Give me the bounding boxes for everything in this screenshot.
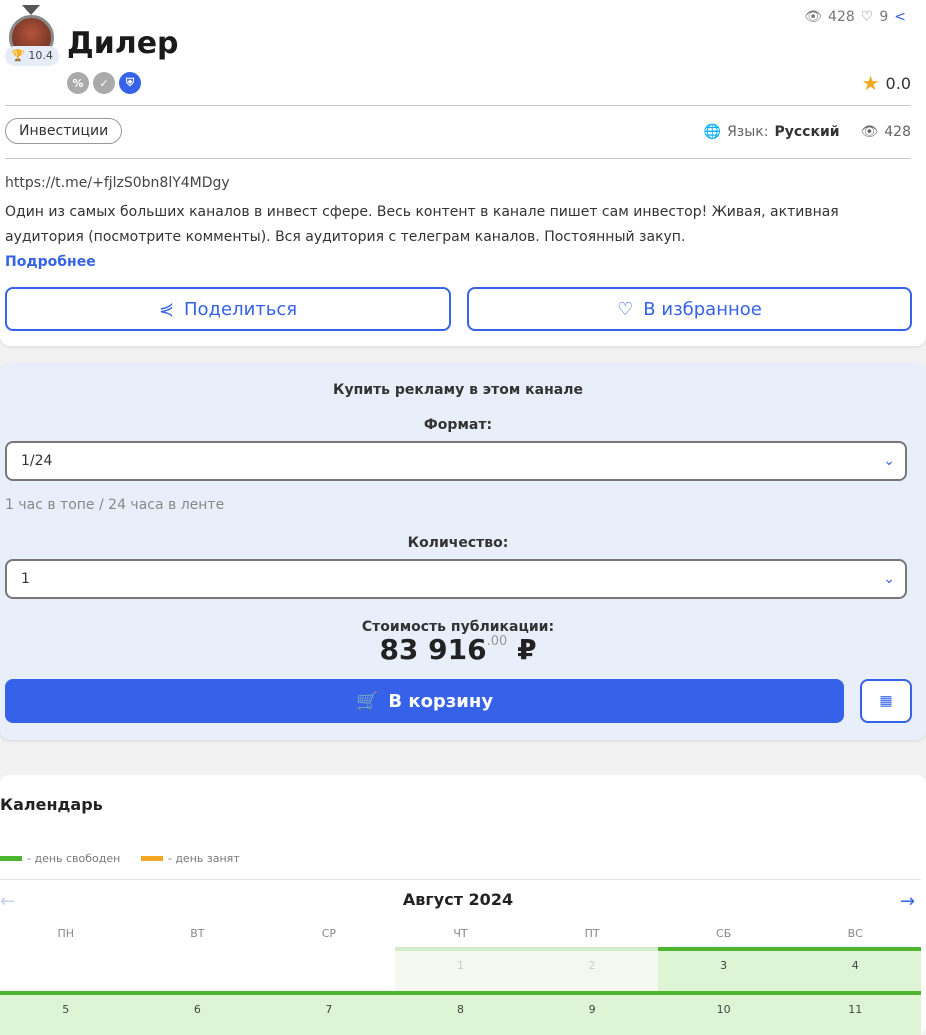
cart-label: В корзину	[388, 690, 494, 712]
qr-code-icon: ▦	[879, 693, 893, 709]
weekday-header: ВТ	[190, 927, 205, 940]
price-cents: .00	[486, 634, 508, 649]
likes-count: 9	[879, 9, 889, 25]
calendar-grid: ПН ВТ СР ЧТ ПТ СБ ВС 1 2 3 4 5 6 7 8 9 10 11	[0, 925, 921, 1035]
next-month-arrow-icon[interactable]: →	[900, 891, 916, 912]
price: 83 916.00 ₽	[0, 633, 916, 666]
calendar-day[interactable]: 6	[131, 991, 264, 1035]
diamond-icon	[22, 5, 40, 15]
weekday-header: СР	[321, 927, 337, 940]
channel-description: Один из самых больших каналов в инвест с…	[5, 204, 839, 245]
quantity-select[interactable]: 1 ⌄	[5, 559, 907, 599]
calendar-day[interactable]: 7	[263, 991, 395, 1035]
format-value: 1/24	[21, 453, 53, 469]
chevron-down-icon: ⌄	[883, 453, 895, 469]
calendar-day[interactable]: 8	[394, 991, 527, 1035]
calendar-day[interactable]: 3	[657, 947, 790, 991]
calendar-day	[263, 947, 395, 991]
buy-ad-card	[0, 363, 926, 740]
share-icon[interactable]: <	[894, 9, 906, 25]
percent-icon[interactable]: %	[67, 72, 89, 94]
calendar-day[interactable]: 9	[526, 991, 658, 1035]
currency: ₽	[517, 633, 537, 666]
calendar-month: Август 2024	[402, 890, 514, 909]
weekday-header: ПН	[57, 927, 75, 940]
calendar-day[interactable]: 11	[789, 991, 921, 1035]
heart-icon: ♡	[617, 298, 634, 320]
page-title: Дилер	[67, 26, 179, 61]
free-swatch	[0, 856, 22, 861]
stars-value: 0.0	[885, 73, 911, 93]
globe-icon: 🌐	[703, 124, 722, 140]
calendar-day: 2	[526, 947, 658, 991]
calendar-day[interactable]: 5	[0, 991, 132, 1035]
add-to-cart-button[interactable]: 🛒 В корзину	[5, 679, 844, 723]
heart-icon[interactable]: ♡	[860, 9, 874, 25]
qr-code-button[interactable]: ▦	[860, 679, 912, 723]
calendar-day: 1	[394, 947, 527, 991]
divider	[0, 879, 921, 880]
calendar-day[interactable]: 10	[657, 991, 790, 1035]
favorite-button[interactable]: ♡ В избранное	[467, 287, 912, 331]
format-label: Формат:	[423, 417, 493, 433]
divider	[5, 158, 911, 159]
calendar-day	[0, 947, 132, 991]
calendar-day[interactable]: 4	[789, 947, 921, 991]
calendar-title: Календарь	[0, 795, 103, 814]
cost-label: Стоимость публикации:	[361, 619, 555, 635]
weekday-header: ВС	[847, 927, 863, 940]
eye-icon: 👁	[860, 124, 879, 140]
share-icon: ⋞	[158, 298, 174, 320]
views-count-2: 428	[884, 124, 911, 140]
views-count: 428	[828, 9, 855, 25]
share-label: Поделиться	[184, 298, 298, 320]
channel-link[interactable]: https://t.me/+fjlzS0bn8lY4MDgy	[5, 175, 230, 191]
quantity-label: Количество:	[407, 535, 509, 551]
trophy-icon: 🏆	[11, 49, 25, 62]
more-link[interactable]: Подробнее	[5, 254, 96, 270]
chevron-down-icon: ⌄	[883, 571, 895, 587]
weekday-header: ПТ	[584, 927, 600, 940]
calendar-day	[132, 947, 264, 991]
verified-user-icon[interactable]: ✓	[93, 72, 115, 94]
price-value: 83 916	[379, 633, 487, 666]
language-label: Язык:	[727, 124, 769, 140]
favorite-label: В избранное	[643, 298, 762, 320]
format-select[interactable]: 1/24 ⌄	[5, 441, 907, 481]
language-value: Русский	[774, 124, 840, 140]
format-hint: 1 час в топе / 24 часа в ленте	[5, 497, 225, 513]
weekday-header: СБ	[716, 927, 732, 940]
rating-value: 10.4	[28, 49, 53, 62]
divider	[5, 105, 911, 106]
category-tag[interactable]: Инвестиции	[5, 118, 123, 144]
share-button[interactable]: ⋞ Поделиться	[5, 287, 451, 331]
weekday-header: ЧТ	[453, 927, 468, 940]
legend-busy: - день занят	[167, 852, 240, 865]
eye-icon: 👁	[804, 9, 823, 25]
busy-swatch	[140, 856, 163, 861]
quantity-value: 1	[21, 571, 30, 587]
prev-month-arrow-icon[interactable]: ←	[0, 891, 16, 912]
cart-plus-icon: 🛒	[355, 690, 379, 712]
rating-badge: 🏆 10.4	[5, 46, 59, 66]
legend-free: - день свободен	[27, 852, 121, 865]
star-icon: ★	[861, 71, 880, 95]
buy-title: Купить рекламу в этом канале	[333, 382, 583, 398]
shield-icon[interactable]: ⛨	[119, 72, 141, 94]
